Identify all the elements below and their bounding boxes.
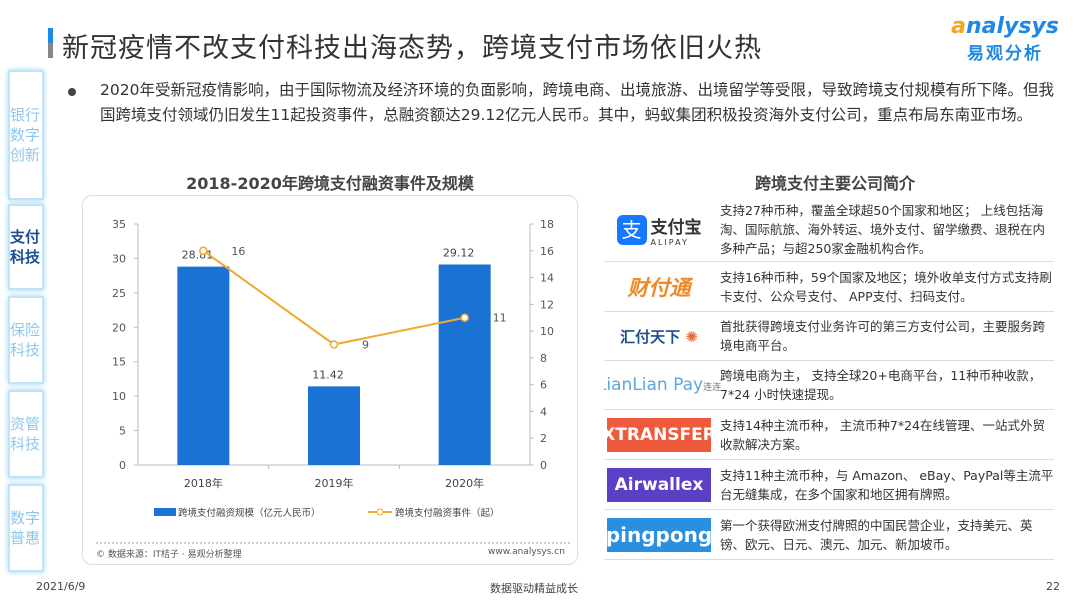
bar bbox=[438, 264, 491, 465]
left-tick-label: 25 bbox=[112, 287, 126, 300]
bullet-icon bbox=[68, 88, 76, 96]
company-description: 支持16种币种，59个国家及地区；境外收单支付方式支持刷卡支付、公众号支付、 A… bbox=[720, 269, 1052, 304]
company-row: LianLian Pay连连 跨境电商为主， 支持全球20+电商平台，11种币种收… bbox=[604, 361, 1054, 410]
company-row: pingpong 第一个获得欧洲支付牌照的中国民营企业，支持美元、英镑、欧元、日元… bbox=[604, 510, 1054, 560]
line-series bbox=[202, 249, 465, 346]
legend-bar-label: 跨境支付融资规模（亿元人民币） bbox=[178, 507, 321, 519]
company-logo: pingpong bbox=[604, 510, 714, 559]
left-tick-label: 5 bbox=[119, 425, 126, 438]
line-point bbox=[199, 246, 208, 256]
right-tick-label: 14 bbox=[540, 272, 554, 285]
line-point bbox=[460, 313, 469, 322]
line-value-label: 16 bbox=[231, 245, 245, 258]
right-tick-label: 10 bbox=[540, 325, 554, 338]
company-logo: 汇付天下 ✺ bbox=[620, 327, 698, 346]
chart-container bbox=[82, 195, 578, 565]
title-accent-bar bbox=[48, 28, 53, 58]
chart-url: www.analysys.cn bbox=[488, 547, 565, 557]
company-description: 首批获得跨境支付业务许可的第三方支付公司，主要服务跨境电商平台。 bbox=[720, 319, 1046, 353]
sidebar-item-inclusive[interactable]: 数字普惠 bbox=[8, 484, 44, 572]
x-tick-label: 2018年 bbox=[184, 476, 223, 490]
company-description: 支持14种主流币种， 主流币种7*24在线管理、一站式外贸收款解决方案。 bbox=[720, 417, 1045, 452]
right-tick-label: 2 bbox=[540, 432, 547, 445]
legend-line-marker bbox=[376, 508, 384, 516]
left-tick-label: 15 bbox=[112, 356, 126, 369]
page-title: 新冠疫情不改支付科技出海态势，跨境支付市场依旧火热 bbox=[62, 33, 762, 64]
right-tick-label: 16 bbox=[540, 245, 554, 258]
footer-slogan: 数据驱动精益成长 bbox=[490, 582, 578, 595]
company-row: 支支付宝 ALIPAY 支持27种币种，覆盖全球超50个国家和地区； 上线包括海淘、… bbox=[604, 198, 1054, 262]
sidebar-item-payment[interactable]: 支付科技 bbox=[8, 204, 44, 290]
chart-source: © 数据来源：IT桔子 · 易观分析整理 bbox=[96, 550, 242, 560]
x-tick-label: 2020年 bbox=[445, 476, 484, 490]
right-tick-label: 4 bbox=[540, 405, 547, 418]
left-tick-label: 20 bbox=[112, 321, 126, 334]
alipay-icon: 支 bbox=[616, 214, 647, 245]
legend-bar-swatch bbox=[154, 508, 176, 516]
sidebar-item-bank[interactable]: 银行数字创新 bbox=[8, 70, 44, 200]
line-value-label: 9 bbox=[362, 339, 369, 352]
intro-text: 2020年受新冠疫情影响，由于国际物流及经济环境的负面影响，跨境电商、出境旅游、… bbox=[100, 81, 1054, 124]
bar bbox=[308, 386, 360, 465]
right-tick-label: 8 bbox=[540, 352, 547, 365]
company-description: 支持11种主流币种，与 Amazon、 eBay、PayPal等主流平台无缝集成… bbox=[720, 467, 1054, 502]
company-logo: 财付通 bbox=[627, 275, 691, 300]
left-tick-label: 10 bbox=[112, 390, 126, 403]
right-tick-label: 6 bbox=[540, 379, 547, 392]
sidebar-item-asset[interactable]: 资管科技 bbox=[8, 390, 44, 478]
company-logo: 支支付宝 ALIPAY bbox=[604, 198, 714, 261]
legend-line-label: 跨境支付融资事件（起） bbox=[395, 507, 500, 519]
company-logo: Airwallex bbox=[604, 460, 714, 509]
right-tick-label: 18 bbox=[540, 218, 554, 231]
analysys-logo: analysys 易观分析 bbox=[951, 14, 1059, 64]
company-row: Airwallex 支持11种主流币种，与 Amazon、 eBay、PayPal… bbox=[604, 460, 1054, 510]
sidebar-item-insurance[interactable]: 保险科技 bbox=[8, 296, 44, 384]
companies-title: 跨境支付主要公司简介 bbox=[754, 174, 915, 193]
company-description: 支持27种币种，覆盖全球超50个国家和地区； 上线包括海淘、国际航旅、海外转运、… bbox=[720, 203, 1046, 256]
company-logo: LianLian Pay连连 bbox=[604, 375, 722, 395]
right-tick-label: 12 bbox=[540, 298, 554, 311]
footer-date: 2021/6/9 bbox=[36, 580, 86, 593]
left-tick-label: 0 bbox=[119, 459, 126, 472]
line-point bbox=[329, 340, 339, 349]
chart-title: 2018-2020年跨境支付融资事件及规模 bbox=[186, 174, 474, 193]
company-row: 财付通 支持16种币种，59个国家及地区；境外收单支付方式支持刷卡支付、公众号支付… bbox=[604, 262, 1054, 312]
bar-value-label: 11.42 bbox=[312, 368, 344, 381]
x-tick-label: 2019年 bbox=[315, 476, 354, 490]
bar bbox=[177, 266, 230, 465]
right-tick-label: 0 bbox=[540, 459, 547, 472]
bar-value-label: 29.12 bbox=[443, 246, 475, 259]
company-description: 第一个获得欧洲支付牌照的中国民营企业，支持美元、英镑、欧元、日元、澳元、加元、新… bbox=[720, 517, 1033, 552]
company-row: XTRANSFER 支持14种主流币种， 主流币种7*24在线管理、一站式外贸收款… bbox=[604, 410, 1054, 460]
page-number: 22 bbox=[1046, 580, 1060, 593]
line-value-label: 11 bbox=[493, 312, 507, 325]
company-description: 跨境电商为主， 支持全球20+电商平台，11种币种收款，7*24 小时快速提现。 bbox=[720, 368, 1042, 402]
company-logo: XTRANSFER bbox=[604, 410, 716, 459]
company-row: 汇付天下 ✺ 首批获得跨境支付业务许可的第三方支付公司，主要服务跨境电商平台。 bbox=[604, 312, 1054, 361]
left-tick-label: 30 bbox=[112, 252, 126, 265]
left-tick-label: 35 bbox=[112, 218, 126, 231]
